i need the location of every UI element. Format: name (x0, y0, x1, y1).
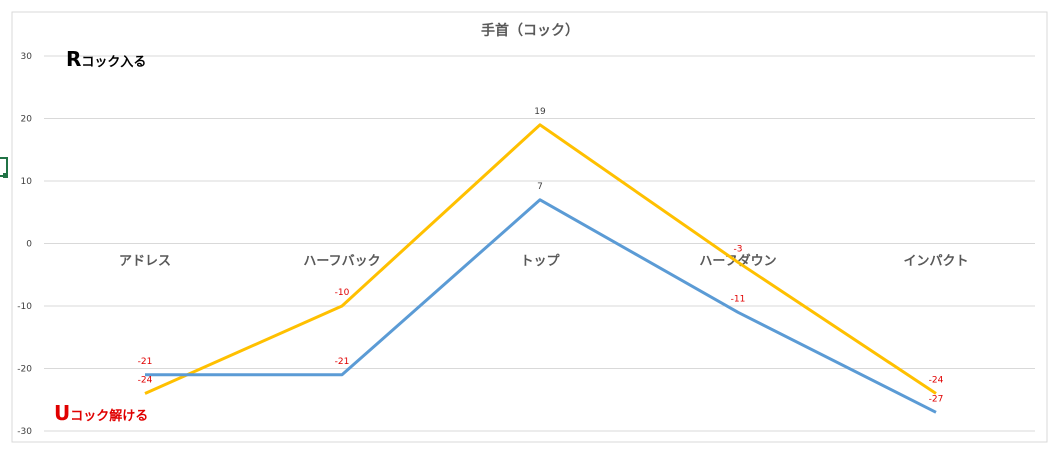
series-line-2 (145, 198, 937, 414)
data-label: -21 (138, 357, 153, 367)
data-label: 19 (534, 107, 546, 117)
data-label: -21 (335, 357, 350, 367)
data-label: -27 (929, 394, 944, 404)
y-tick-label: 10 (21, 177, 33, 187)
annotation-r-cock: Rコック入る (66, 47, 146, 71)
x-category-label: アドレス (119, 254, 171, 269)
annotation-text: Rコック入る (66, 47, 146, 71)
x-category-label: トップ (520, 254, 560, 269)
x-category-label: インパクト (903, 254, 968, 269)
y-tick-label: 30 (21, 52, 33, 62)
data-label: -3 (734, 244, 743, 254)
y-tick-label: -30 (17, 427, 32, 437)
annotation-u-cock: Uコック解ける (54, 401, 148, 425)
x-category-label: ハーフバック (303, 254, 380, 269)
data-label: -24 (138, 376, 153, 386)
annotation-text: Uコック解ける (54, 401, 148, 425)
y-tick-label: -20 (17, 365, 32, 375)
data-label: -10 (335, 288, 350, 298)
data-label: -11 (731, 294, 746, 304)
series-line-1 (144, 123, 937, 395)
chart-title: 手首（コック） (481, 22, 579, 39)
data-label: 7 (537, 182, 543, 192)
cell-selection-handle[interactable] (3, 173, 8, 178)
chart-area (11, 11, 1048, 443)
y-tick-label: -10 (17, 302, 32, 312)
y-tick-label: 0 (26, 240, 32, 250)
y-tick-label: 20 (21, 115, 33, 125)
data-label: -24 (929, 376, 944, 386)
